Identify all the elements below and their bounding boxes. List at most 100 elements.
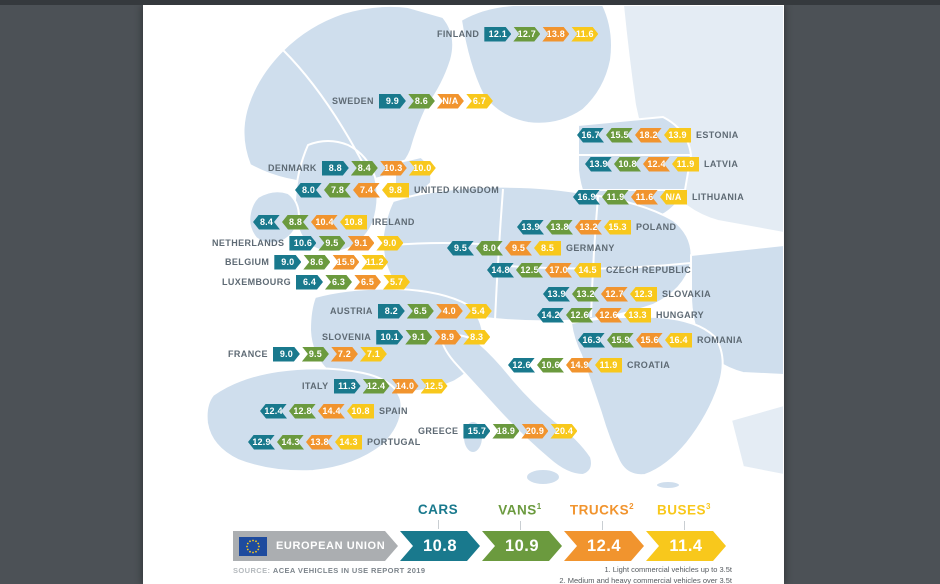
- country-values: 8.8 8.4 10.3 10.0: [322, 161, 436, 176]
- value-chevron-cars: 15.7: [463, 424, 490, 439]
- country-values: 9.9 8.6 N/A 6.7: [379, 94, 493, 109]
- value-chevron-buses: N/A: [660, 189, 687, 205]
- country-row-belgium: BELGIUM 9.0 8.6 15.9 11.2: [225, 254, 388, 270]
- legend-header-label: VANS1: [498, 502, 542, 518]
- country-label: FINLAND: [437, 29, 480, 39]
- country-label: LATVIA: [704, 159, 739, 169]
- value-chevron-buses: 8.5: [534, 240, 561, 256]
- value-chevron-cars: 9.0: [273, 347, 300, 362]
- eu-value-chevron-trucks: 12.4: [564, 531, 644, 561]
- value-chevron-vans: 12.7: [513, 27, 540, 42]
- value-chevron-vans: 6.5: [407, 304, 434, 319]
- country-values: 10.6 9.5 9.1 9.0: [289, 236, 403, 251]
- value-chevron-buses: 5.4: [465, 304, 492, 319]
- value-chevron-cars: 13.9: [517, 220, 544, 235]
- country-row-estonia: 16.7 15.5 18.2 13.9 ESTONIA: [577, 127, 739, 143]
- value-chevron-trucks: 11.6: [631, 190, 658, 205]
- country-values: 12.4 12.8 14.4 10.8: [260, 403, 374, 419]
- country-label: GREECE: [418, 426, 459, 436]
- value-chevron-cars: 11.3: [334, 379, 361, 394]
- map-island-crete: [655, 480, 681, 490]
- value-chevron-vans: 13.2: [572, 287, 599, 302]
- country-label: LITHUANIA: [692, 192, 745, 202]
- value-chevron-trucks: 13.8: [542, 27, 569, 42]
- country-row-denmark: DENMARK 8.8 8.4 10.3 10.0: [268, 160, 436, 176]
- value-chevron-trucks: 12.6: [595, 308, 622, 323]
- country-row-italy: ITALY 11.3 12.4 14.0 12.5: [302, 378, 448, 394]
- country-values: 9.0 8.6 15.9 11.2: [274, 255, 388, 270]
- country-label: BELGIUM: [225, 257, 270, 267]
- legend-tick: [437, 520, 439, 529]
- country-row-germany: 9.5 8.0 9.5 8.5 GERMANY: [447, 240, 615, 256]
- eu-average-values: 10.8 10.9 12.4 11.4: [400, 531, 726, 561]
- country-values: 16.9 11.9 11.6 N/A: [573, 189, 687, 205]
- value-chevron-trucks: 4.0: [436, 304, 463, 319]
- legend-header-label: TRUCKS2: [569, 502, 635, 518]
- value-chevron-vans: 6.3: [325, 275, 352, 290]
- value-chevron-buses: 12.3: [630, 286, 657, 302]
- value-chevron-buses: 11.2: [361, 255, 388, 270]
- value-chevron-trucks: 12.4: [643, 157, 670, 172]
- value-chevron-cars: 13.9: [543, 287, 570, 302]
- value-chevron-vans: 7.8: [324, 183, 351, 198]
- value-chevron-trucks: 15.6: [636, 333, 663, 348]
- country-label: SWEDEN: [332, 96, 374, 106]
- value-chevron-vans: 8.6: [303, 255, 330, 270]
- country-values: 10.1 9.1 8.9 8.3: [376, 330, 490, 345]
- country-label: POLAND: [636, 222, 677, 232]
- value-chevron-cars: 8.2: [378, 304, 405, 319]
- value-chevron-vans: 14.3: [277, 435, 304, 450]
- value-chevron-buses: 9.8: [382, 182, 409, 198]
- value-chevron-cars: 12.9: [248, 435, 275, 450]
- country-label: HUNGARY: [656, 310, 704, 320]
- value-chevron-vans: 12.6: [566, 308, 593, 323]
- value-chevron-vans: 9.1: [405, 330, 432, 345]
- value-chevron-cars: 12.1: [484, 27, 511, 42]
- value-chevron-buses: 20.4: [550, 424, 577, 439]
- value-chevron-cars: 9.9: [379, 94, 406, 109]
- country-label: NETHERLANDS: [212, 238, 285, 248]
- country-row-croatia: 12.6 10.6 14.9 11.9 CROATIA: [508, 357, 670, 373]
- country-row-hungary: 14.2 12.6 12.6 13.3 HUNGARY: [537, 307, 704, 323]
- country-values: 14.8 12.5 17.0 14.5: [487, 262, 601, 278]
- value-chevron-cars: 14.2: [537, 308, 564, 323]
- country-row-slovenia: SLOVENIA 10.1 9.1 8.9 8.3: [322, 329, 490, 345]
- country-data-layer: FINLAND 12.1 12.7 13.8 11.6 SWEDEN 9.9 8.6 N/A 6.…: [143, 5, 784, 584]
- value-chevron-vans: 15.5: [606, 128, 633, 143]
- source-line: SOURCE: ACEA VEHICLES IN USE REPORT 2019: [233, 566, 425, 575]
- country-label: UNITED KINGDOM: [414, 185, 500, 195]
- value-chevron-buses: 8.3: [463, 330, 490, 345]
- value-chevron-buses: 6.7: [466, 94, 493, 109]
- value-chevron-vans: 10.6: [537, 358, 564, 373]
- legend-header-buses: BUSES3: [644, 502, 724, 530]
- value-chevron-cars: 12.6: [508, 358, 535, 373]
- value-chevron-cars: 9.5: [447, 241, 474, 256]
- country-row-netherlands: NETHERLANDS 10.6 9.5 9.1 9.0: [212, 235, 403, 251]
- country-label: AUSTRIA: [330, 306, 373, 316]
- value-chevron-trucks: 14.0: [392, 379, 419, 394]
- value-chevron-buses: 13.3: [624, 307, 651, 323]
- value-chevron-buses: 10.8: [347, 403, 374, 419]
- legend-header-label: BUSES3: [657, 502, 711, 518]
- value-chevron-vans: 12.8: [289, 404, 316, 419]
- value-chevron-buses: 11.9: [672, 156, 699, 172]
- value-chevron-vans: 8.8: [282, 215, 309, 230]
- value-chevron-buses: 9.0: [376, 236, 403, 251]
- value-chevron-cars: 16.7: [577, 128, 604, 143]
- country-label: ESTONIA: [696, 130, 739, 140]
- value-chevron-cars: 8.0: [295, 183, 322, 198]
- value-chevron-vans: 11.9: [602, 190, 629, 205]
- country-label: FRANCE: [228, 349, 268, 359]
- value-chevron-buses: 7.1: [360, 347, 387, 362]
- country-values: 9.5 8.0 9.5 8.5: [447, 240, 561, 256]
- value-chevron-vans: 9.5: [302, 347, 329, 362]
- country-values: 13.9 10.8 12.4 11.9: [585, 156, 699, 172]
- value-chevron-buses: 14.3: [335, 434, 362, 450]
- eu-value-chevron-buses: 11.4: [646, 531, 726, 561]
- source-text: ACEA VEHICLES IN USE REPORT 2019: [272, 566, 426, 575]
- map-island-sicily: [525, 468, 561, 486]
- legend-header-cars: CARS: [398, 502, 478, 530]
- country-row-spain: 12.4 12.8 14.4 10.8 SPAIN: [260, 403, 408, 419]
- country-row-poland: 13.9 13.8 13.2 15.3 POLAND: [517, 219, 676, 235]
- value-chevron-trucks: 13.8: [306, 435, 333, 450]
